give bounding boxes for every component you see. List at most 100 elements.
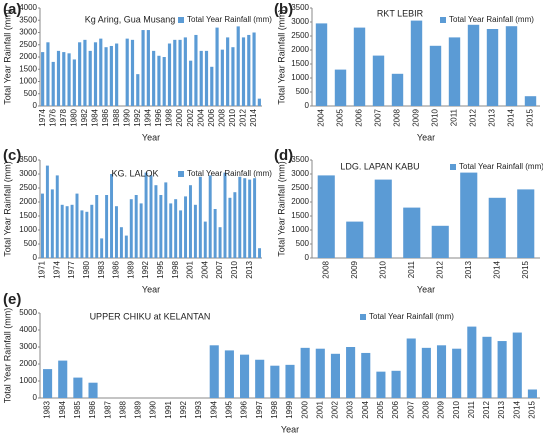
bar — [62, 52, 66, 106]
y-tick-label: 1000 — [19, 376, 37, 385]
x-tick-label: 2012 — [239, 108, 248, 126]
x-tick-label: 1971 — [38, 260, 47, 278]
x-tick-label: 2004 — [361, 400, 370, 418]
y-tick-label: 0 — [33, 101, 38, 110]
bar — [199, 50, 203, 106]
y-tick-label: 2000 — [19, 197, 37, 206]
chart-title: KG. LALOK — [111, 168, 158, 178]
y-tick-label: 3000 — [19, 28, 37, 37]
bar — [391, 370, 401, 398]
bar — [93, 42, 98, 106]
x-tick-label: 2002 — [186, 108, 195, 126]
bar — [80, 210, 84, 258]
legend-swatch — [178, 171, 184, 177]
x-tick-label: 1987 — [103, 400, 112, 418]
bar — [240, 354, 250, 398]
x-tick-label: 1995 — [156, 260, 165, 278]
bar — [213, 209, 217, 258]
legend-swatch — [450, 164, 456, 170]
bar — [391, 73, 404, 106]
y-tick-label: 3000 — [291, 169, 309, 178]
x-tick-label: 1983 — [97, 260, 106, 278]
bar — [149, 175, 153, 258]
x-tick-label: 1996 — [240, 400, 249, 418]
x-tick-label: 2008 — [321, 260, 330, 278]
x-axis-title: Year — [417, 132, 435, 142]
x-axis-title: Year — [142, 284, 160, 294]
bar — [56, 50, 61, 106]
x-tick-label: 2008 — [421, 400, 430, 418]
y-tick-label: 1000 — [19, 77, 37, 86]
x-tick-label: 1986 — [112, 260, 121, 278]
bar — [125, 38, 129, 106]
bar — [482, 336, 492, 398]
x-tick-label: 1990 — [122, 108, 131, 126]
bar — [162, 57, 166, 106]
x-tick-label: 1986 — [88, 400, 97, 418]
bar — [167, 43, 172, 106]
bar — [512, 332, 522, 398]
bar — [223, 172, 227, 258]
bar — [505, 26, 518, 107]
bar — [436, 345, 447, 398]
y-tick-label: 2500 — [19, 40, 37, 49]
y-tick-label: 0 — [33, 253, 38, 262]
bar — [353, 27, 366, 107]
x-tick-label: 2012 — [482, 400, 491, 418]
bar — [194, 34, 198, 107]
bar — [460, 172, 478, 258]
y-tick-label: 1500 — [19, 64, 37, 73]
x-tick-label: 2006 — [391, 400, 400, 418]
bar — [215, 27, 219, 107]
bar — [144, 172, 148, 258]
x-tick-label: 2009 — [350, 260, 359, 278]
bar — [73, 377, 83, 398]
legend-label: Total Year Rainfall (mm) — [187, 169, 272, 178]
bar — [40, 193, 44, 258]
bar — [174, 199, 178, 258]
x-tick-label: 2007 — [374, 108, 383, 126]
x-tick-label: 2002 — [331, 400, 340, 418]
bar — [243, 178, 247, 258]
bar — [164, 182, 168, 258]
x-tick-label: 2008 — [217, 108, 226, 126]
x-tick-label: 1998 — [270, 400, 279, 418]
bar — [524, 96, 537, 106]
bar — [218, 227, 222, 258]
bar — [248, 179, 252, 258]
x-tick-label: 2000 — [175, 108, 184, 126]
bar — [169, 203, 173, 258]
panel-label: (a) — [3, 1, 21, 18]
bar — [467, 326, 477, 398]
bar — [376, 371, 386, 398]
bar — [372, 55, 385, 106]
x-tick-label: 2010 — [452, 400, 461, 418]
x-tick-label: 1974 — [38, 108, 47, 126]
y-axis-title: Total Year Rainfall (mm) — [2, 308, 12, 404]
bar — [224, 350, 234, 398]
y-tick-label: 3000 — [19, 169, 37, 178]
bar — [139, 203, 143, 258]
bar — [204, 50, 209, 106]
x-tick-label: 2012 — [435, 260, 444, 278]
y-tick-label: 2000 — [291, 45, 309, 54]
x-tick-label: 2001 — [186, 260, 195, 278]
bar — [203, 221, 207, 258]
chart-title: UPPER CHIKU at KELANTAN — [90, 311, 211, 321]
x-tick-label: 2010 — [230, 260, 239, 278]
bar — [90, 204, 94, 258]
x-tick-label: 1995 — [225, 400, 234, 418]
x-tick-label: 1988 — [112, 108, 121, 126]
bar — [361, 352, 371, 398]
bar — [88, 50, 92, 106]
x-tick-label: 2004 — [196, 108, 205, 126]
y-tick-label: 500 — [24, 239, 38, 248]
x-tick-label: 1998 — [171, 260, 180, 278]
bar — [517, 189, 535, 258]
x-tick-label: 2013 — [245, 260, 254, 278]
x-tick-label: 2015 — [528, 400, 537, 418]
x-tick-label: 1999 — [285, 400, 294, 418]
bar — [43, 369, 53, 398]
bar — [78, 42, 82, 106]
bar — [198, 176, 202, 258]
